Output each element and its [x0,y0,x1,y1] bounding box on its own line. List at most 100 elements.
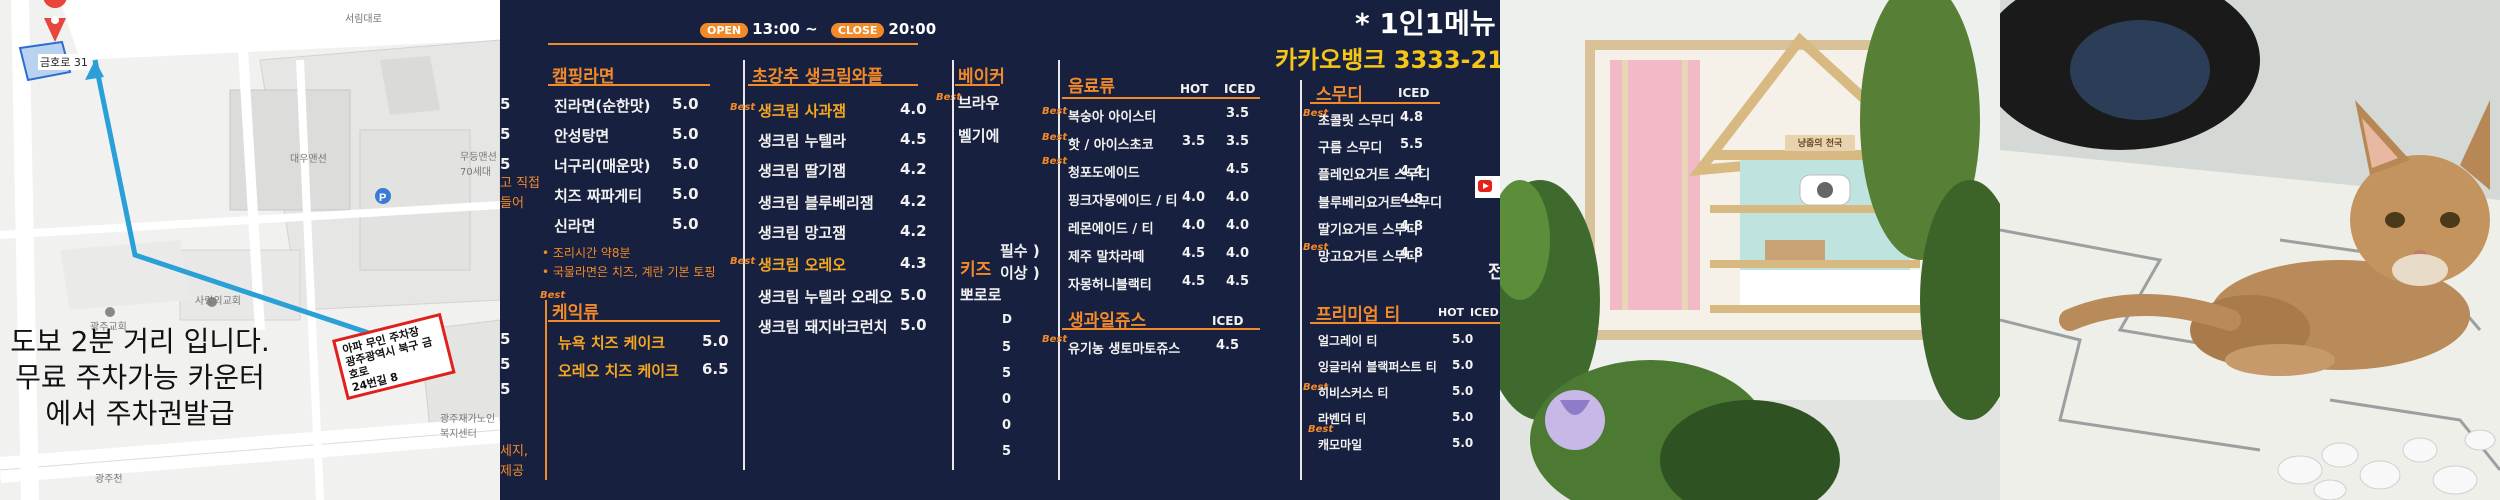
kids-item-name: 뽀로로 [960,286,1002,304]
tea-divider [1310,322,1500,324]
cake-item-name: 뉴욕 치즈 케이크 [558,334,666,352]
waffle-vertical-rule [743,60,745,470]
tea-item-name: 캐모마일 [1318,438,1363,452]
kitten-illustration [2000,0,2500,500]
smoothie-item-price: 4.8 [1400,246,1424,261]
drink-iced-price: 3.5 [1226,106,1250,121]
building-label-daewoo: 대우맨션 [290,154,327,165]
waffle-item-price: 5.0 [900,316,927,334]
waffle-section-title: 초강추 생크림와플 [752,67,884,87]
smoothie-iced-header: ICED [1398,86,1430,100]
cat-tower-sign: 냥줍의 천국 [1797,139,1843,149]
smoothie-item-price: 4.8 [1400,219,1424,234]
cake-divider [548,320,720,322]
cut-note: 고 직접 [500,176,541,191]
youtube-icon [1475,176,1500,198]
ramen-item-name: 치즈 짜파게티 [554,187,643,205]
kids-note: 이상 ) [1000,264,1040,282]
smoothie-item-name: 초콜릿 스무디 [1318,114,1395,129]
drinks-vertical-rule [1058,60,1060,480]
cat-tower-photo: 냥줍의 천국 [1500,0,2000,500]
tea-item-price: 5.0 [1452,384,1474,398]
tea-iced-header: ICED [1470,306,1499,319]
waffle-item-name: 생크림 딸기잼 [758,162,847,180]
pin-address-label: 금호로 31 [38,54,90,70]
juice-section-title: 생과일쥬스 [1068,311,1147,331]
drink-item-name: 핑크자몽에이드 / 티 [1068,194,1178,209]
cake-item-name: 오레오 치즈 케이크 [558,362,679,380]
cut-column-letter: D [1002,312,1012,326]
waffle-item-name: 생크림 사과잼 [758,102,847,120]
drink-hot-price: 4.5 [1182,246,1206,261]
smoothie-section-title: 스무디 [1316,85,1363,105]
ramen-item-price: 5.0 [672,125,699,143]
street-label-top: 서림대로 [345,14,382,25]
cut-note: 들어 [500,196,524,211]
opening-hours: OPEN 13:00 ~ CLOSE 20:00 [700,20,936,38]
tea-item-price: 5.0 [1452,332,1474,346]
best-badge: Best [1303,382,1329,393]
best-badge: Best [1042,334,1068,345]
waffle-item-price: 4.2 [900,160,927,178]
tea-item-name: 잉글리쉬 블랙퍼스트 티 [1318,360,1437,374]
waffle-item-name: 생크림 블루베리잼 [758,194,874,212]
cut-digit: 0 [1002,392,1012,407]
drinks-divider [1062,97,1260,99]
walk-time-text: 도보 2분 거리 입니다. [10,325,270,358]
best-badge: Best [1042,106,1068,117]
free-parking-text: 무료 주차가능 카운터 [15,361,265,394]
kitten-photo [2000,0,2500,500]
cake-vertical-rule [545,300,547,480]
cut-digit: 5 [1002,366,1012,381]
waffle-item-price: 5.0 [900,286,927,304]
tea-hot-header: HOT [1438,306,1465,319]
smoothie-item-name: 딸기요거트 스무디 [1318,223,1419,238]
smoothie-item-price: 4.4 [1400,164,1424,179]
waffle-item-price: 4.2 [900,192,927,210]
ramen-item-name: 너구리(매운맛) [554,157,651,175]
bakery-item-name: 브라우 [958,94,1000,112]
ramen-item-name: 진라면(순한맛) [554,97,651,115]
best-badge: Best [540,290,566,301]
header-divider [548,43,918,45]
map-panel: P 금호로 31 서림대로 대우맨션 무등맨션 70세대 사랑의교회 광주교회 … [0,0,500,500]
open-label: OPEN [700,23,749,38]
drink-iced-price: 3.5 [1226,134,1250,149]
ramen-item-price: 5.0 [672,95,699,113]
cut-note: 제공 [500,464,524,479]
waffle-item-price: 4.5 [900,130,927,148]
open-time: 13:00 ~ [752,20,818,38]
smoothie-item-price: 5.5 [1400,137,1424,152]
cut-note: 세지, [500,444,529,459]
cut-number: 5 [500,125,511,143]
parking-ticket-text: 에서 주차권발급 [45,397,235,430]
ramen-item-name: 안성탕면 [554,127,610,145]
waffle-item-name: 생크림 망고잼 [758,224,847,242]
drink-iced-price: 4.0 [1226,218,1250,233]
smoothie-divider [1310,102,1440,104]
tea-item-name: 히비스커스 티 [1318,386,1389,400]
one-menu-per-person: * 1인1메뉴 [1355,7,1496,40]
tea-item-name: 얼그레이 티 [1318,334,1378,348]
street-label-bottom: 광주천 [95,474,123,485]
waffle-item-name: 생크림 돼지바크런치 [758,318,888,336]
best-badge: Best [1042,156,1068,167]
ramen-section-title: 캠핑라면 [552,67,615,87]
drink-item-name: 복숭아 아이스티 [1068,110,1157,125]
drink-hot-price: 4.0 [1182,190,1206,205]
ramen-note: • 국물라면은 치즈, 계란 기본 토핑 [542,265,716,279]
waffle-item-name: 생크림 오레오 [758,256,847,274]
svg-text:P: P [379,192,386,204]
menu-board-panel: 5 5 5 고 직접 들어 5 5 5 세지, 제공 OPEN 13:00 ~ C… [500,0,1500,500]
drink-item-name: 레몬에이드 / 티 [1068,222,1154,237]
drink-iced-price: 4.0 [1226,246,1250,261]
best-badge: Best [1303,242,1329,253]
drink-item-name: 자몽허니블랙티 [1068,278,1152,293]
cut-number: 5 [500,330,511,348]
tea-item-price: 5.0 [1452,436,1474,450]
drink-item-name: 청포도에이드 [1068,166,1140,181]
smoothie-item-name: 플레인요거트 스무디 [1318,168,1431,183]
drink-iced-price: 4.5 [1226,274,1250,289]
drink-hot-price: 4.5 [1182,274,1206,289]
smoothie-item-price: 4.8 [1400,110,1424,125]
